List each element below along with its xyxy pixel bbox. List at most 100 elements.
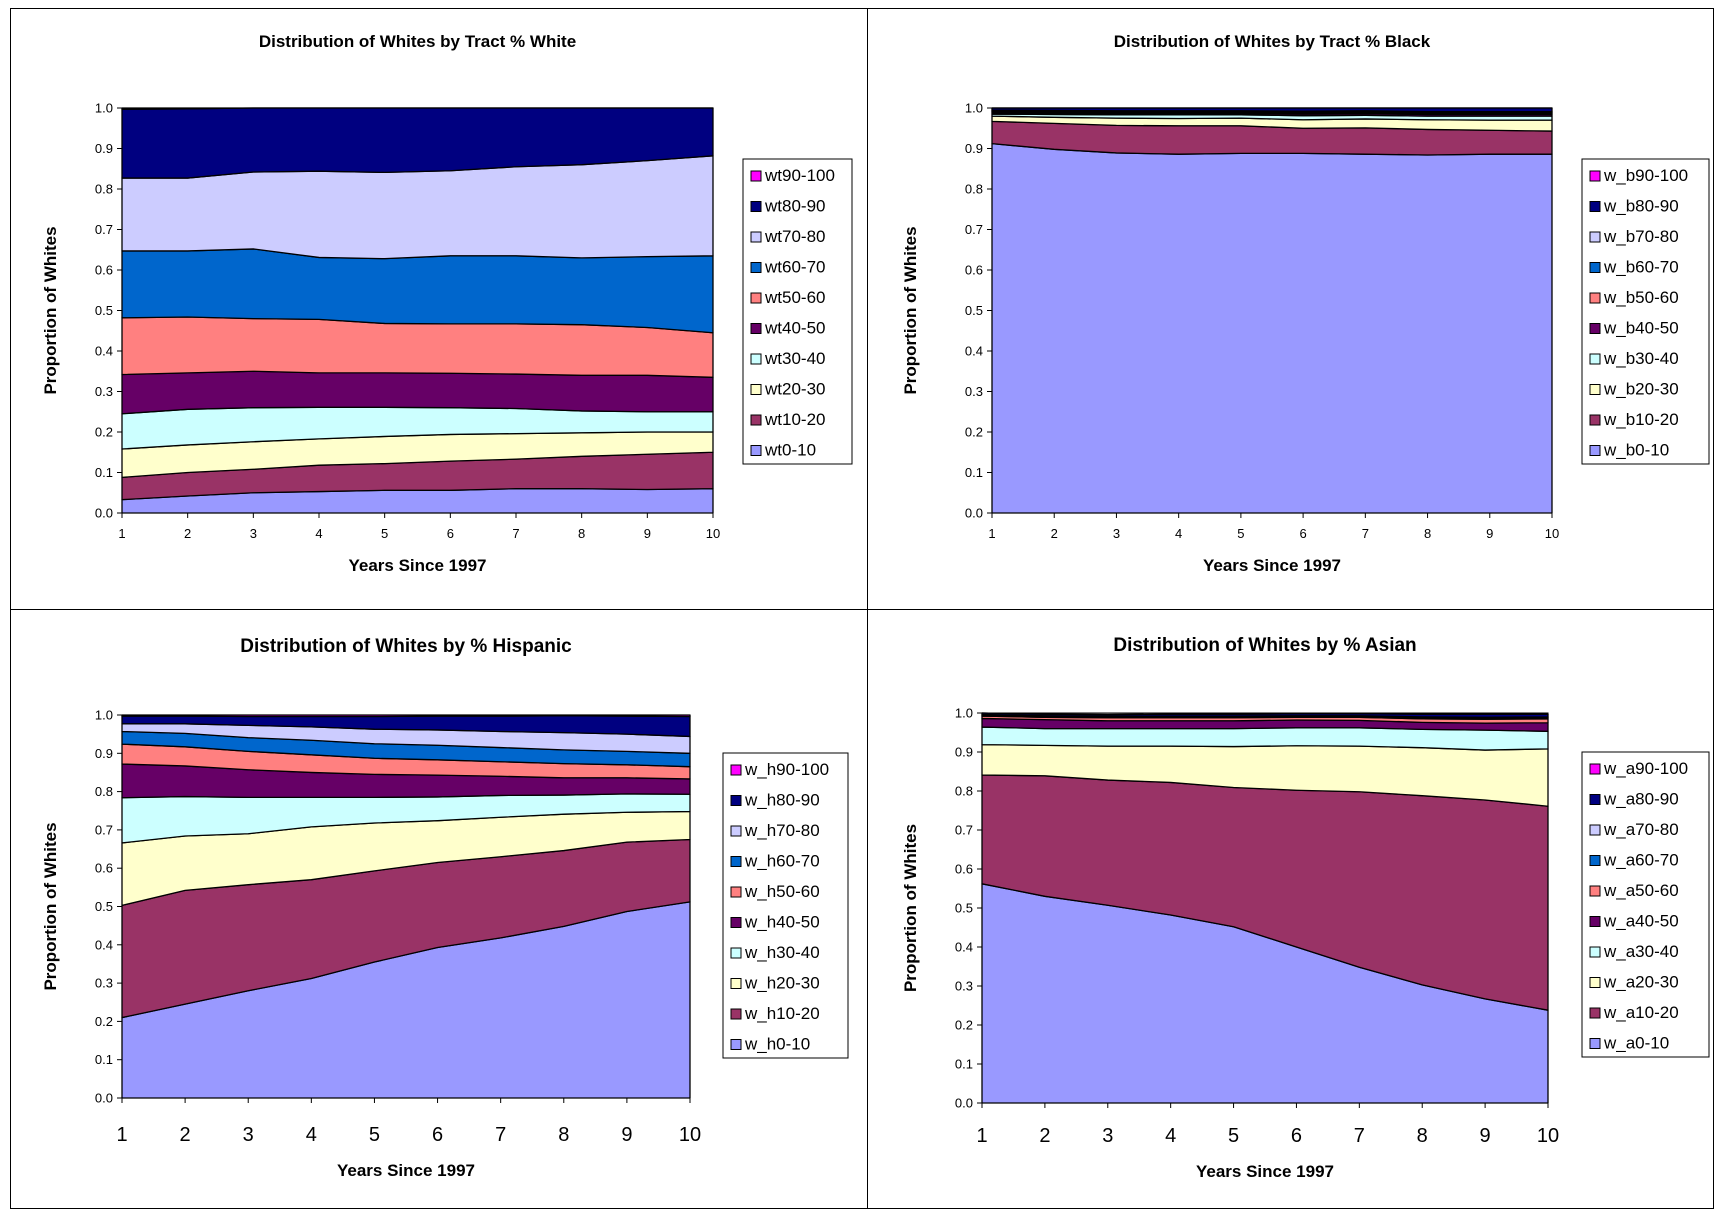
legend-label: wt90-100 [764,166,835,185]
y-axis-title: Proportion of Whites [901,226,920,394]
legend-swatch [750,323,762,334]
chart-svg: Distribution of Whites by Tract % White 0… [41,32,853,575]
legend-swatch [1589,170,1601,182]
legend-label: w_b80-90 [1603,197,1679,216]
legend-label: wt0-10 [764,441,816,460]
y-tick-label: 1.0 [965,101,983,116]
x-tick-label: 2 [180,1124,191,1146]
legend-swatch [750,170,762,182]
chart-title: Distribution of Whites by % Asian [1113,635,1416,656]
legend-label: w_b20-30 [1603,380,1679,399]
legend-label: w_a90-100 [1603,759,1688,778]
y-tick-label: 0.3 [955,979,973,994]
y-tick-label: 0.3 [965,384,983,399]
y-tick-label: 0.5 [95,303,113,318]
chart-title: Distribution of Whites by Tract % White [259,32,576,51]
x-tick-label: 7 [512,526,519,541]
legend-label: w_b60-70 [1603,258,1679,277]
y-tick-label: 0.2 [95,1014,113,1029]
legend-swatch [1589,292,1601,304]
x-axis-title: Years Since 1997 [337,1161,475,1180]
chart-svg: Distribution of Whites by % Hispanic 0.0 0… [41,636,849,1180]
legend-label: w_a70-80 [1603,820,1679,839]
legend-label: w_h80-90 [744,791,820,810]
legend-swatch [750,292,762,304]
y-tick-label: 0.7 [95,222,113,237]
y-tick-label: 1.0 [955,706,973,721]
legend-swatch [730,978,742,989]
legend-box [1581,158,1710,465]
x-tick-label: 10 [1545,526,1559,541]
y-tick-label: 0.7 [965,222,983,237]
chart-panel-black: Distribution of Whites by Tract % Black 0… [867,8,1714,610]
chart-title: Distribution of Whites by Tract % Black [1114,32,1431,51]
x-tick-label: 4 [315,526,322,541]
x-tick-label: 5 [369,1124,380,1146]
chart-panel-white: Distribution of Whites by Tract % White 0… [10,8,868,610]
x-tick-label: 7 [495,1124,506,1146]
legend-label: w_b0-10 [1603,441,1669,460]
legend-swatch [730,1039,742,1050]
x-tick-label: 8 [558,1124,569,1146]
y-tick-label: 0.9 [955,745,973,760]
x-tick-label: 9 [644,526,651,541]
legend-label: w_h0-10 [744,1035,810,1054]
y-tick-label: 0.3 [95,384,113,399]
x-tick-label: 8 [1417,1125,1428,1147]
x-axis-title: Years Since 1997 [1203,556,1341,575]
y-tick-label: 0.6 [95,861,113,876]
y-axis-title: Proportion of Whites [41,822,60,990]
legend-swatch [1589,824,1601,836]
legend-label: w_a10-20 [1603,1003,1679,1022]
legend-label: wt60-70 [764,258,825,277]
legend-label: w_a40-50 [1603,912,1679,931]
y-tick-label: 0.1 [95,465,113,480]
y-tick-label: 0.6 [955,862,973,877]
x-tick-label: 8 [578,526,585,541]
x-tick-label: 3 [1113,526,1120,541]
y-axis-title: Proportion of Whites [901,824,920,992]
x-tick-label: 9 [1486,526,1493,541]
legend-label: w_a50-60 [1603,881,1679,900]
x-tick-label: 3 [250,526,257,541]
chart-title: Distribution of Whites by % Hispanic [240,636,572,657]
x-tick-label: 10 [706,526,720,541]
legend-label: wt70-80 [764,227,825,246]
legend-swatch [730,1008,742,1020]
legend-swatch [730,917,742,928]
y-tick-label: 1.0 [95,708,113,723]
y-tick-label: 0.6 [95,263,113,278]
y-tick-label: 0.1 [965,465,983,480]
legend-swatch [750,384,762,395]
x-tick-label: 3 [1102,1125,1113,1147]
x-tick-label: 3 [243,1124,254,1146]
legend-label: w_h20-30 [744,974,820,993]
legend-swatch [1589,262,1601,273]
legend-swatch [750,262,762,273]
legend-label: wt80-90 [764,197,825,216]
x-tick-label: 5 [1228,1125,1239,1147]
legend-swatch [730,886,742,898]
legend-swatch [730,947,742,959]
legend-swatch [1589,201,1601,212]
legend-swatch [1589,916,1601,927]
legend-box [722,752,849,1059]
legend-swatch [750,231,762,243]
legend-swatch [730,795,742,806]
y-tick-label: 1.0 [95,101,113,116]
y-tick-label: 0.2 [95,425,113,440]
legend-label: wt10-20 [764,410,825,429]
legend-label: w_h90-100 [744,760,829,779]
legend-swatch [1589,885,1601,897]
legend-box [1581,751,1710,1058]
y-tick-label: 0.7 [955,823,973,838]
x-tick-label: 9 [621,1124,632,1146]
legend-label: w_b10-20 [1603,410,1679,429]
y-tick-label: 0.4 [965,344,983,359]
y-tick-label: 0.0 [95,1091,113,1106]
x-tick-label: 6 [1299,526,1306,541]
x-tick-label: 5 [1237,526,1244,541]
chart-panel-hispanic: Distribution of Whites by % Hispanic 0.0 0… [10,609,868,1209]
y-tick-label: 0.4 [95,937,113,952]
legend-label: w_b40-50 [1603,319,1679,338]
